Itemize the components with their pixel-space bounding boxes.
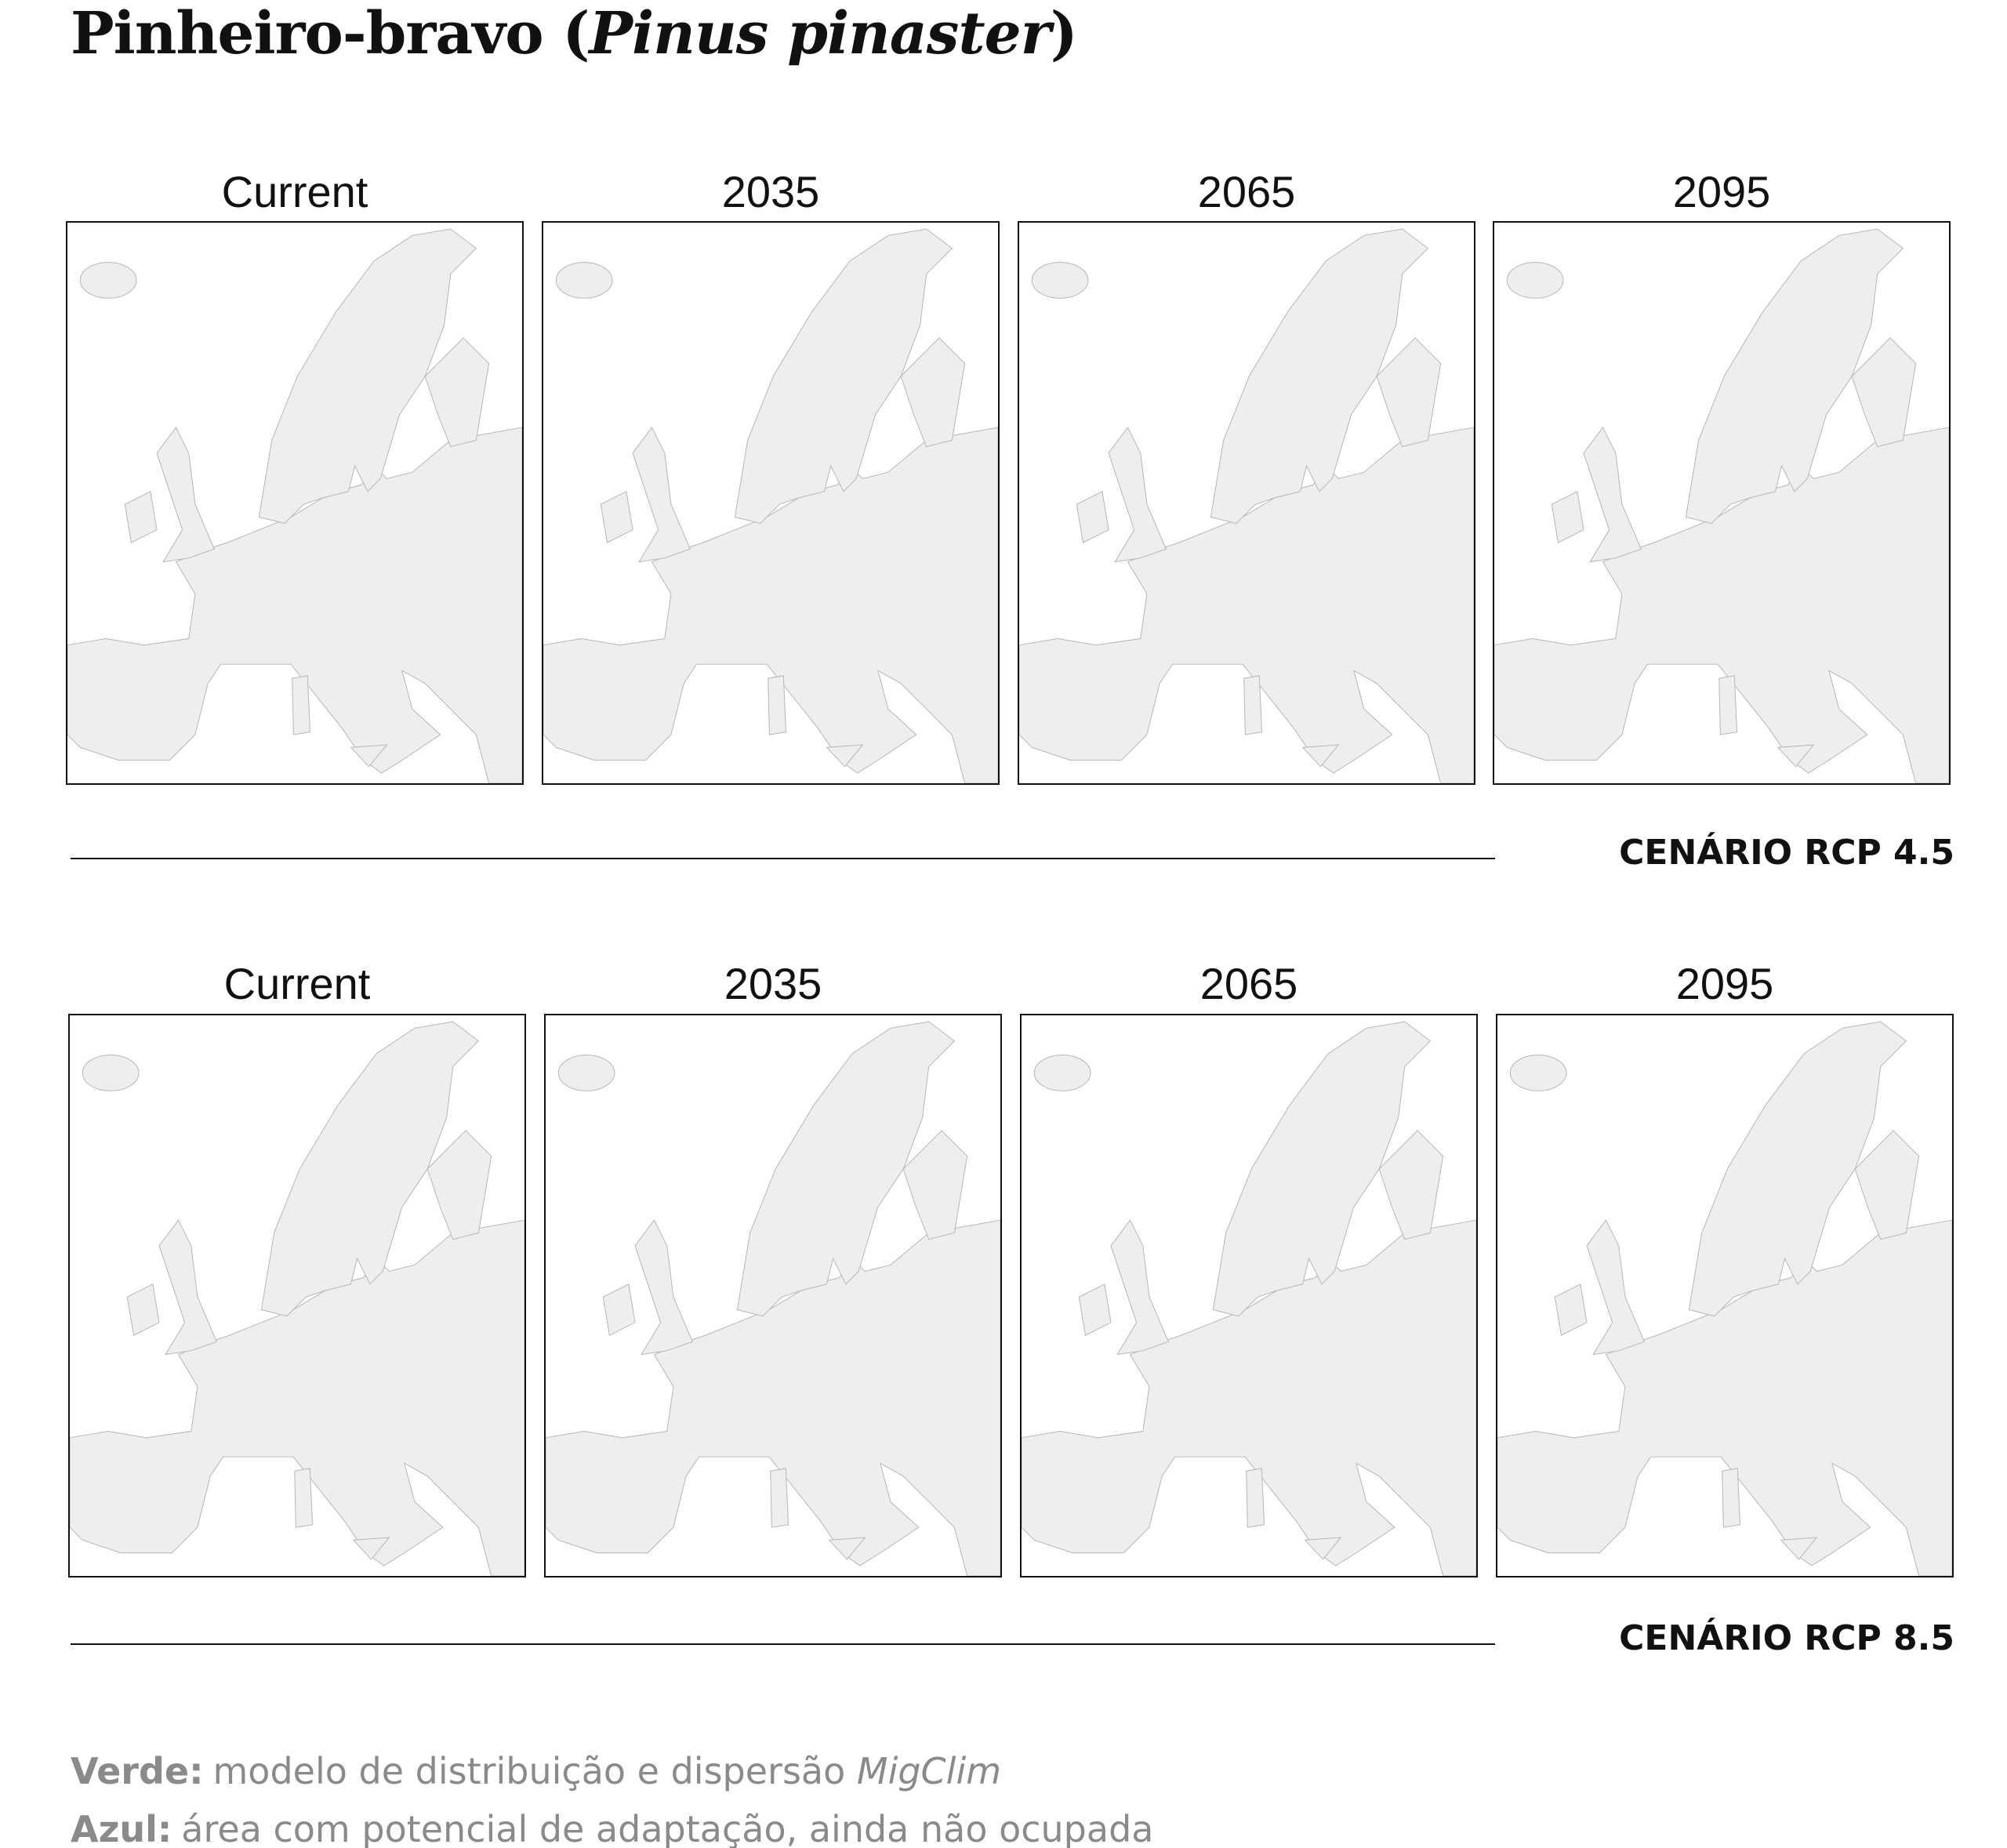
panel-title: 2035 bbox=[724, 959, 822, 1008]
scenario-rule bbox=[71, 1643, 1495, 1645]
title: Pinheiro-bravo (Pinus pinaster) bbox=[71, 0, 1078, 67]
land bbox=[67, 228, 523, 784]
panel-title: Current bbox=[223, 959, 371, 1008]
map bbox=[1493, 228, 1950, 784]
legend-green: Verde: modelo de distribuição e dispersão… bbox=[71, 1750, 1001, 1792]
map bbox=[1497, 1021, 1953, 1577]
map bbox=[1018, 228, 1475, 784]
map-panel bbox=[1018, 221, 1475, 785]
map-panel bbox=[1020, 1014, 1478, 1578]
land bbox=[543, 228, 999, 784]
legend-text: modelo de distribuição e dispersão bbox=[212, 1750, 857, 1792]
map-panel bbox=[68, 1014, 526, 1578]
scenario-label: CENÁRIO RCP 8.5 bbox=[1619, 1618, 1954, 1658]
legend-key: Verde: bbox=[71, 1750, 204, 1792]
scenario-rule bbox=[71, 858, 1495, 859]
map bbox=[69, 1021, 525, 1577]
scenario-label: CENÁRIO RCP 4.5 bbox=[1619, 833, 1954, 873]
map bbox=[545, 1021, 1001, 1577]
land bbox=[1497, 1021, 1953, 1577]
land bbox=[69, 1021, 525, 1577]
legend-italic: MigClim bbox=[856, 1750, 1002, 1792]
map-panel bbox=[542, 221, 1000, 785]
panel-title: 2035 bbox=[721, 167, 820, 216]
panel-title: 2065 bbox=[1199, 959, 1298, 1008]
legend-text: área com potencial de adaptação, ainda n… bbox=[181, 1808, 1154, 1848]
land bbox=[1493, 228, 1950, 784]
land bbox=[1018, 228, 1475, 784]
panel-title: 2095 bbox=[1672, 167, 1771, 216]
title-italic: Pinus pinaster bbox=[589, 0, 1051, 67]
land bbox=[545, 1021, 1001, 1577]
map-panel bbox=[1493, 221, 1951, 785]
map-panel bbox=[544, 1014, 1002, 1578]
map-panel bbox=[1496, 1014, 1954, 1578]
map bbox=[1021, 1021, 1477, 1577]
map bbox=[67, 228, 523, 784]
panel-title: 2095 bbox=[1675, 959, 1774, 1008]
legend-key: Azul: bbox=[71, 1808, 172, 1848]
map bbox=[543, 228, 999, 784]
panel-title: 2065 bbox=[1197, 167, 1296, 216]
title-end: ) bbox=[1050, 0, 1078, 67]
panel-title: Current bbox=[221, 167, 368, 216]
title-text: Pinheiro-bravo ( bbox=[71, 0, 590, 67]
map-panel bbox=[66, 221, 524, 785]
land bbox=[1021, 1021, 1477, 1577]
legend-blue: Azul: área com potencial de adaptação, ai… bbox=[71, 1808, 1153, 1848]
